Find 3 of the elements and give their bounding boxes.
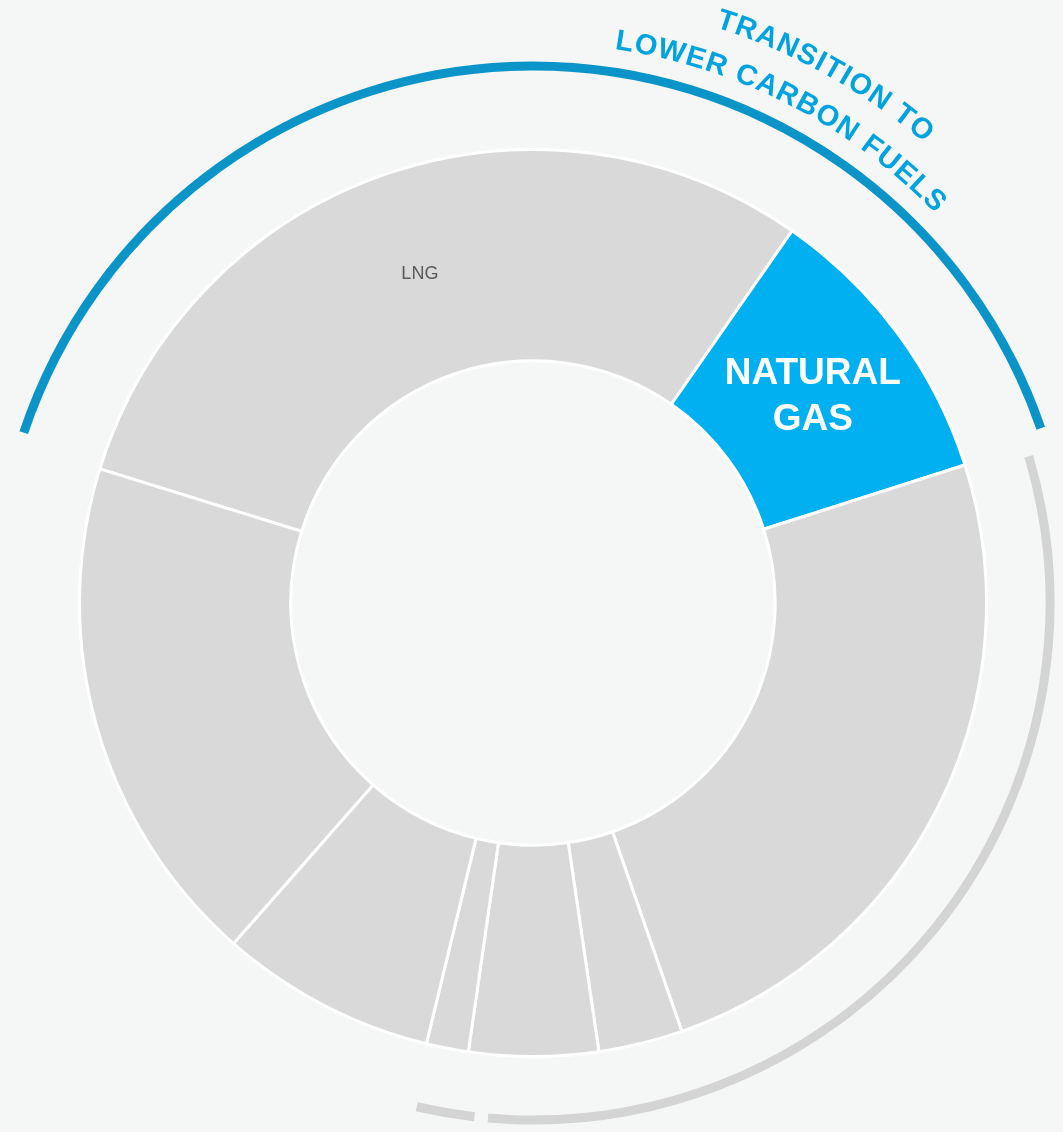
text: TRANSITION TO LOWER CARBON FUELS [613, 2, 954, 218]
slice-label: NATURAL GAS [724, 350, 901, 438]
slice-label: LNG [401, 263, 439, 284]
